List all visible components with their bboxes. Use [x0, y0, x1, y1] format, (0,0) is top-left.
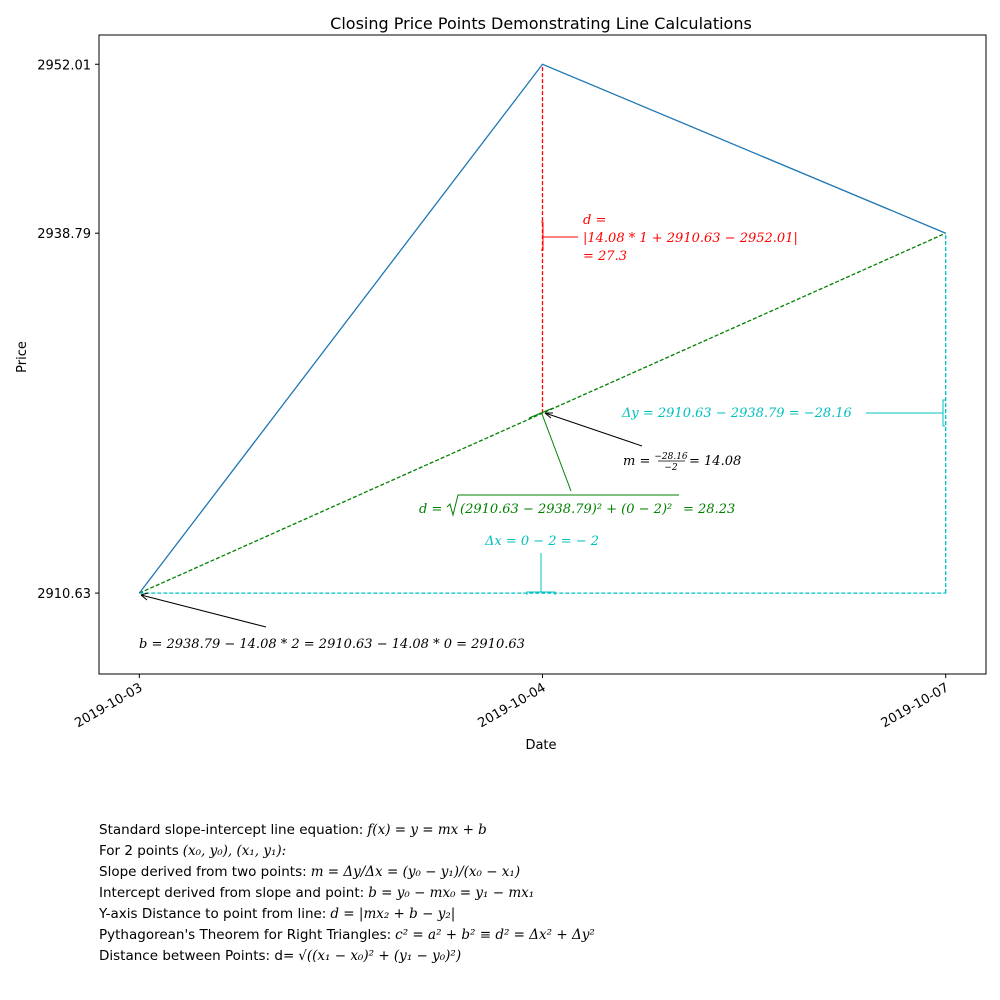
note-line-3: Intercept derived from slope and point: b…: [99, 883, 595, 904]
x-axis-label: Date: [525, 738, 556, 753]
slope-denominator: −2: [664, 463, 678, 473]
note-formula: f(x) = y = mx + b: [367, 821, 487, 838]
note-formula: (x₀, y₀), (x₁, y₁):: [182, 842, 287, 859]
x-tick-label-1: 2019-10-04: [476, 680, 549, 731]
delta-y-bracket: [942, 399, 945, 427]
distance-arrow: [541, 413, 572, 492]
slope-arrowhead: [544, 412, 553, 419]
line-fit-guide: [139, 232, 946, 594]
slope-suffix: = 14.08: [689, 454, 741, 469]
note-formula: d = |mx₂ + b − y₂|: [330, 905, 456, 922]
note-line-6: Distance between Points: d= √((x₁ − x₀)² …: [99, 946, 595, 967]
distance-arrowhead: [528, 407, 554, 419]
intercept-arrowhead: [140, 592, 149, 601]
note-label: Standard slope-intercept line equation:: [99, 821, 364, 838]
note-formula: m = Δy/Δx = (y₀ − y₁)/(x₀ − x₁): [310, 863, 521, 880]
note-line-1: For 2 points (x₀, y₀), (x₁, y₁):: [99, 841, 595, 862]
distance-radicand: (2910.63 − 2938.79)² + (0 − 2)²: [460, 502, 672, 517]
y-axis-ticks: 2910.63 2938.79 2952.01: [37, 58, 99, 602]
note-label: Intercept derived from slope and point:: [99, 884, 365, 901]
y-tick-label-0: 2910.63: [37, 587, 91, 602]
annotation-arrows: [140, 221, 945, 628]
note-formula: √((x₁ − x₀)² + (y₁ − y₀)²): [298, 947, 462, 964]
note-label: Slope derived from two points:: [99, 863, 307, 880]
intercept-annotation: b = 2938.79 − 14.08 * 2 = 2910.63 − 14.0…: [139, 637, 525, 652]
formula-notes: Standard slope-intercept line equation: f…: [99, 820, 595, 967]
y-tick-label-1: 2938.79: [37, 227, 91, 242]
slope-arrow: [544, 412, 643, 447]
residual-line-2: |14.08 * 1 + 2910.63 − 2952.01|: [583, 231, 798, 246]
note-label: Distance between Points: d=: [99, 947, 295, 964]
chart-title: Closing Price Points Demonstrating Line …: [330, 14, 752, 33]
distance-prefix: d =: [419, 502, 442, 517]
residual-line-1: d =: [583, 213, 606, 228]
slope-annotation: m = −28.16 −2 = 14.08: [623, 452, 741, 473]
intercept-arrow: [140, 594, 267, 628]
series-line-0: [138, 63, 946, 594]
residual-annotation: d = |14.08 * 1 + 2910.63 − 2952.01| = 27…: [583, 213, 798, 264]
distance-suffix: = 28.23: [683, 502, 735, 517]
residual-bracket: [541, 221, 544, 251]
slope-numerator: −28.16: [654, 452, 688, 462]
slope-prefix: m =: [623, 454, 650, 469]
x-axis-ticks: 2019-10-03 2019-10-04 2019-10-07: [72, 674, 952, 731]
x-tick-label-2: 2019-10-07: [879, 680, 952, 731]
note-line-5: Pythagorean's Theorem for Right Triangle…: [99, 925, 595, 946]
chart: Closing Price Points Demonstrating Line …: [15, 14, 987, 753]
sqrt-sign: [446, 494, 679, 517]
note-label: Pythagorean's Theorem for Right Triangle…: [99, 926, 392, 943]
note-formula: c² = a² + b² ≡ d² = Δx² + Δy²: [395, 926, 595, 943]
distance-annotation: d = (2910.63 − 2938.79)² + (0 − 2)² = 28…: [419, 494, 735, 517]
x-tick-label-0: 2019-10-03: [72, 680, 145, 731]
y-tick-label-2: 2952.01: [37, 58, 91, 73]
delta-y-annotation: Δy = 2910.63 − 2938.79 = −28.16: [621, 406, 852, 421]
note-line-2: Slope derived from two points: m = Δy/Δx …: [99, 862, 595, 883]
note-formula: b = y₀ − mx₀ = y₁ − mx₁: [368, 884, 535, 901]
price-series: [138, 63, 946, 594]
note-label: Y-axis Distance to point from line:: [99, 905, 327, 922]
y-axis-label: Price: [15, 341, 30, 373]
residual-line-3: = 27.3: [583, 249, 627, 264]
delta-x-annotation: Δx = 0 − 2 = − 2: [484, 534, 599, 549]
note-label: For 2 points: [99, 842, 179, 859]
note-line-0: Standard slope-intercept line equation: f…: [99, 820, 595, 841]
note-line-4: Y-axis Distance to point from line: d = |…: [99, 904, 595, 925]
